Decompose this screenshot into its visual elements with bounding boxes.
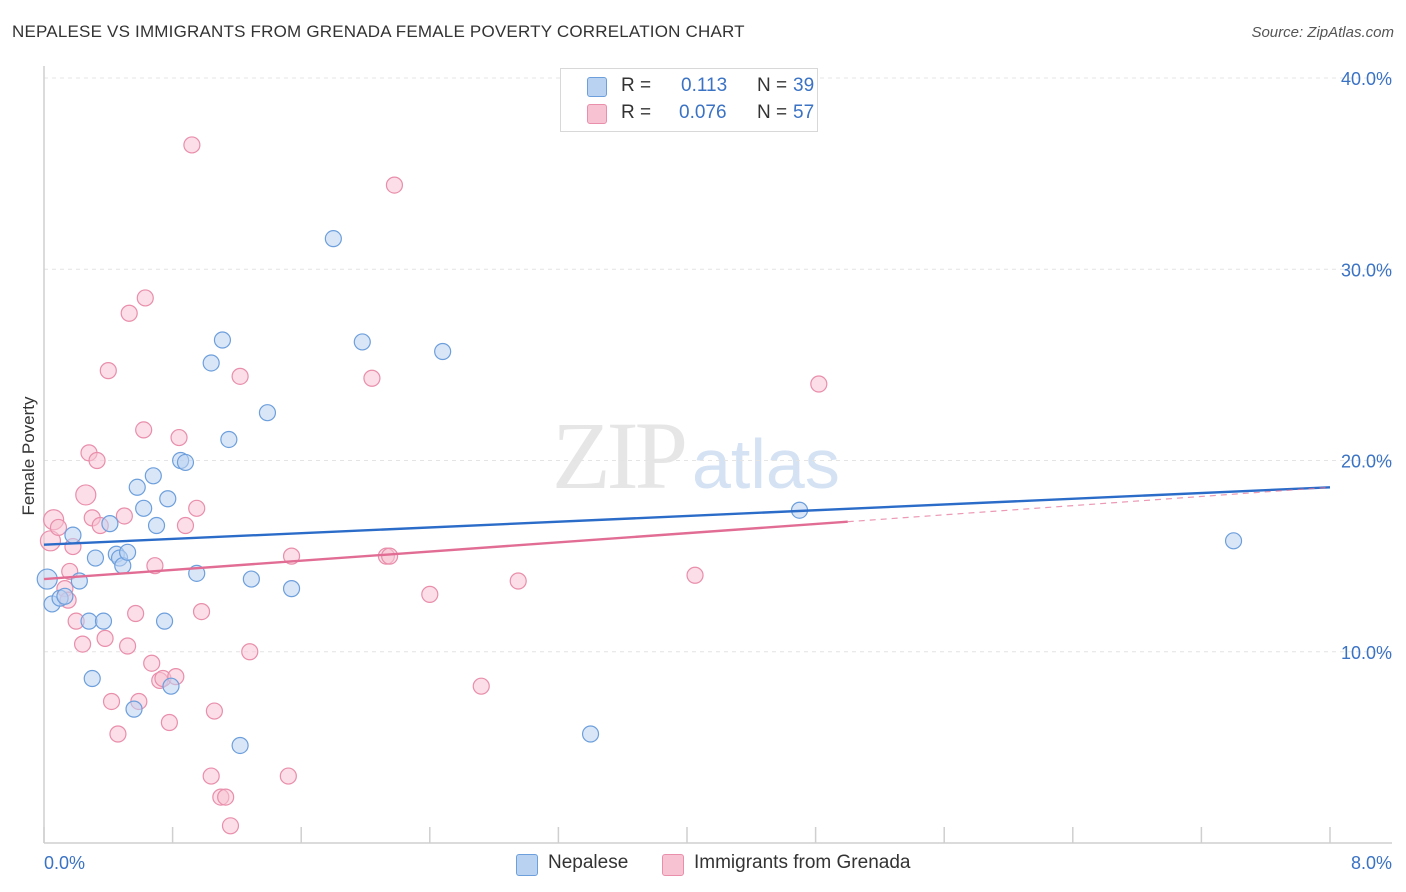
- grenada-point: [115, 507, 133, 525]
- grenada-point: [170, 428, 188, 447]
- grenada-point: [75, 484, 97, 506]
- nepalese-swatch: [587, 77, 607, 97]
- correlation-legend: R = 0.113 N = 39 R = 0.076 N = 57: [560, 68, 818, 132]
- grenada-point: [160, 713, 178, 732]
- grenada-trend-line: [43, 520, 848, 581]
- grenada-point: [143, 654, 161, 672]
- grenada-legend-label: Immigrants from Grenada: [694, 852, 911, 873]
- nepalese-point: [144, 467, 162, 485]
- nepalese-point: [128, 478, 146, 496]
- grenada-point: [120, 304, 138, 322]
- grenada-point: [102, 692, 121, 711]
- grenada-point: [192, 602, 211, 621]
- nepalese-point: [353, 333, 371, 351]
- grenada-point: [73, 635, 92, 653]
- grenada-point: [188, 499, 206, 517]
- chart-title: NEPALESE VS IMMIGRANTS FROM GRENADA FEMA…: [12, 22, 745, 41]
- nepalese-point: [56, 587, 74, 605]
- watermark-atlas: atlas: [692, 425, 840, 503]
- y-tick-label: 20.0%: [1341, 452, 1392, 472]
- nepalese-point: [125, 700, 143, 718]
- nepalese-point: [1224, 532, 1243, 550]
- nepalese-point: [159, 490, 177, 508]
- nepalese-point: [434, 342, 452, 361]
- y-axis-label: Female Poverty: [19, 396, 38, 516]
- grenada-point: [385, 176, 404, 194]
- n-label: N =: [757, 102, 788, 123]
- grenada-point: [127, 604, 145, 623]
- y-tick-label: 40.0%: [1341, 69, 1392, 89]
- x-tick-label: 0.0%: [44, 853, 85, 873]
- grenada-point: [686, 566, 704, 584]
- nepalese-point: [135, 499, 153, 517]
- grenada-point: [241, 643, 259, 661]
- grenada-point: [217, 788, 235, 806]
- nepalese-point: [213, 331, 232, 349]
- grenada-point: [176, 516, 195, 535]
- grenada-point: [88, 451, 106, 470]
- nepalese-point: [282, 580, 301, 598]
- grenada-point: [135, 421, 153, 439]
- nepalese-point: [162, 677, 180, 695]
- grenada-point: [49, 518, 68, 537]
- watermark: ZIP atlas: [552, 400, 912, 510]
- nepalese-point: [581, 725, 600, 743]
- grenada-point: [39, 530, 62, 552]
- nepalese-point: [64, 526, 82, 544]
- grenada-trend-extension: [847, 486, 1331, 523]
- grenada-point: [363, 369, 381, 387]
- nepalese-point: [231, 736, 249, 755]
- r-value: 0.076: [679, 102, 727, 123]
- grenada-point: [96, 629, 114, 647]
- nepalese-point: [86, 549, 105, 567]
- grenada-point: [109, 725, 127, 743]
- nepalese-point: [94, 612, 113, 630]
- n-label: N =: [757, 75, 788, 96]
- nepalese-point: [118, 543, 137, 561]
- n-value: 39: [793, 75, 815, 96]
- nepalese-point: [147, 516, 166, 535]
- grenada-point: [221, 817, 240, 835]
- x-tick-label: 8.0%: [1351, 853, 1392, 873]
- r-label: R =: [621, 102, 652, 123]
- n-value: 57: [793, 102, 815, 123]
- nepalese-point: [176, 453, 195, 472]
- grenada-point: [202, 767, 220, 785]
- grenada-point: [509, 572, 527, 590]
- nepalese-legend-swatch: [516, 854, 538, 876]
- grenada-point: [381, 547, 399, 565]
- watermark-zip: ZIP: [552, 402, 688, 509]
- nepalese-point: [155, 612, 174, 630]
- nepalese-point: [258, 404, 277, 422]
- nepalese-point: [324, 230, 342, 248]
- source-label: Source: ZipAtlas.com: [1251, 24, 1394, 41]
- nepalese-point: [202, 354, 220, 372]
- grenada-point: [421, 585, 439, 603]
- grenada-point: [279, 767, 297, 785]
- grenada-point: [183, 136, 201, 154]
- grenada-legend-swatch: [662, 854, 684, 876]
- grenada-point: [205, 702, 223, 720]
- grenada-point: [136, 289, 154, 307]
- nepalese-legend-label: Nepalese: [548, 852, 629, 873]
- grenada-point: [231, 367, 249, 385]
- grenada-point: [810, 375, 828, 393]
- grenada-point: [472, 677, 490, 695]
- nepalese-trend-line: [43, 486, 1331, 546]
- grenada-point: [118, 637, 137, 655]
- nepalese-point: [101, 515, 119, 533]
- nepalese-point: [80, 612, 98, 630]
- nepalese-point: [242, 570, 260, 588]
- grenada-point: [99, 362, 117, 380]
- nepalese-point: [83, 669, 101, 688]
- r-value: 0.113: [681, 75, 728, 96]
- y-tick-label: 30.0%: [1341, 260, 1392, 280]
- r-label: R =: [621, 75, 652, 96]
- grenada-swatch: [587, 104, 607, 124]
- y-tick-label: 10.0%: [1341, 643, 1392, 663]
- nepalese-point: [220, 430, 238, 449]
